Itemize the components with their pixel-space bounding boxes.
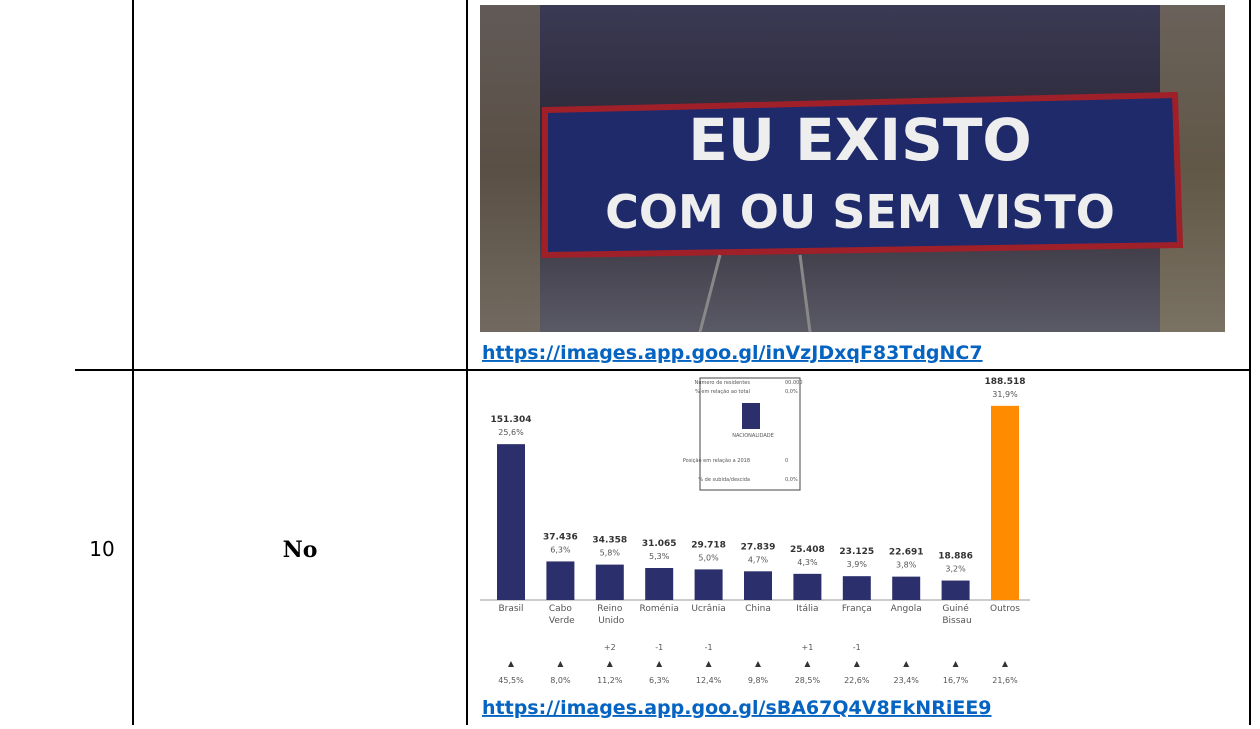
row-number: 10 <box>89 537 114 561</box>
link[interactable]: https://images.app.goo.gl/inVzJDxqF83Tdg… <box>482 342 983 364</box>
banner-text: EU EXISTO <box>688 106 1031 174</box>
category-label: França <box>842 604 872 614</box>
bar <box>497 444 525 600</box>
bar <box>793 574 821 600</box>
growth-label: 9,8% <box>748 676 769 685</box>
bar <box>991 406 1019 600</box>
value-label: 25.408 <box>790 545 825 555</box>
growth-label: 22,6% <box>844 676 870 685</box>
legend-text: Número de residentes <box>695 379 751 386</box>
value-label: 22.691 <box>889 548 924 558</box>
growth-label: 8,0% <box>550 676 571 685</box>
share-label: 3,9% <box>847 560 868 569</box>
legend-text: % em relação ao total <box>695 389 750 395</box>
document: EU EXISTO COM OU SEM VISTO https://image… <box>0 0 1260 725</box>
value-label: 23.125 <box>839 547 874 557</box>
category-label: Ucrânia <box>691 604 725 614</box>
value-label: 151.304 <box>491 415 532 425</box>
legend-text: 0 <box>785 458 788 464</box>
share-label: 25,6% <box>498 428 524 437</box>
category-label: Itália <box>796 604 818 614</box>
category-label: Angola <box>891 604 922 614</box>
legend-text: Posição em relação a 2018 <box>683 458 750 464</box>
category-label: Roménia <box>640 603 679 614</box>
photo: EU EXISTO COM OU SEM VISTO <box>480 5 1225 332</box>
bar <box>942 581 970 600</box>
share-label: 31,9% <box>992 390 1018 399</box>
page: EU EXISTO COM OU SEM VISTO https://image… <box>0 0 1260 725</box>
banner-text: COM OU SEM VISTO <box>605 185 1115 239</box>
bar <box>744 571 772 600</box>
value-label: 29.718 <box>691 540 726 550</box>
bar <box>843 576 871 600</box>
link[interactable]: https://images.app.goo.gl/sBA67Q4V8FkNRi… <box>482 697 992 719</box>
category-label: Brasil <box>498 604 523 614</box>
growth-label: 11,2% <box>597 676 623 685</box>
bar <box>596 565 624 600</box>
position-change: +2 <box>604 643 616 652</box>
share-label: 5,0% <box>698 553 719 562</box>
legend-text: 0,0% <box>785 389 798 395</box>
value-label: 37.436 <box>543 532 578 542</box>
category-label: China <box>745 604 771 614</box>
chart: Número de residentes 00.000 % em relação a… <box>480 375 1225 693</box>
legend-swatch <box>742 403 760 429</box>
growth-label: 6,3% <box>649 676 670 685</box>
legend-text: 00.000 <box>785 380 803 386</box>
answer: No <box>283 537 318 563</box>
value-label: 188.518 <box>985 377 1026 387</box>
growth-label: 12,4% <box>696 676 722 685</box>
bar <box>892 577 920 600</box>
category-label: Outros <box>990 604 1020 614</box>
bar <box>645 568 673 600</box>
legend-text: % de subida/descida <box>698 477 750 483</box>
share-label: 4,3% <box>797 558 818 567</box>
share-label: 5,8% <box>600 549 621 558</box>
position-change: -1 <box>655 643 663 652</box>
growth-label: 45,5% <box>498 676 524 685</box>
share-label: 3,2% <box>945 565 966 574</box>
value-label: 34.358 <box>592 536 627 546</box>
value-label: 31.065 <box>642 539 677 549</box>
share-label: 3,8% <box>896 561 917 570</box>
value-label: 18.886 <box>938 552 973 562</box>
growth-label: 23,4% <box>893 676 919 685</box>
share-label: 6,3% <box>550 545 571 554</box>
bar <box>695 569 723 600</box>
legend-text: 0,0% <box>785 477 798 483</box>
growth-label: 16,7% <box>943 676 969 685</box>
value-label: 27.839 <box>741 542 776 552</box>
position-change: -1 <box>705 643 713 652</box>
share-label: 4,7% <box>748 555 769 564</box>
position-change: -1 <box>853 643 861 652</box>
share-label: 5,3% <box>649 552 670 561</box>
legend-text: NACIONALIDADE <box>732 433 774 439</box>
growth-label: 21,6% <box>992 676 1018 685</box>
position-change: +1 <box>802 643 814 652</box>
bar <box>546 561 574 600</box>
growth-label: 28,5% <box>795 676 821 685</box>
